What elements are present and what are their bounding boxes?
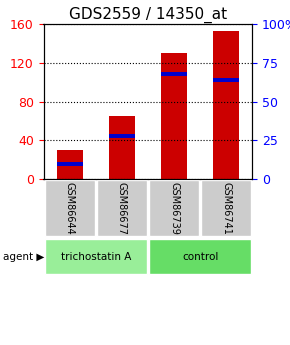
Bar <box>109 116 135 179</box>
Text: GSM86677: GSM86677 <box>117 182 127 235</box>
FancyBboxPatch shape <box>201 180 251 236</box>
Text: GSM86644: GSM86644 <box>65 182 75 235</box>
FancyBboxPatch shape <box>45 239 147 274</box>
Text: GSM86739: GSM86739 <box>169 182 179 235</box>
Title: GDS2559 / 14350_at: GDS2559 / 14350_at <box>69 7 227 23</box>
Text: GSM86741: GSM86741 <box>221 182 231 235</box>
Text: trichostatin A: trichostatin A <box>61 252 131 262</box>
FancyBboxPatch shape <box>149 180 199 236</box>
Bar <box>109 134 135 138</box>
FancyBboxPatch shape <box>149 239 251 274</box>
Text: control: control <box>182 252 218 262</box>
Bar <box>57 162 83 166</box>
Bar <box>161 53 187 179</box>
FancyBboxPatch shape <box>45 180 95 236</box>
Text: agent ▶: agent ▶ <box>3 252 45 262</box>
FancyBboxPatch shape <box>97 180 147 236</box>
Bar <box>161 72 187 76</box>
Bar <box>213 78 239 82</box>
Bar <box>57 150 83 179</box>
Bar <box>213 31 239 179</box>
